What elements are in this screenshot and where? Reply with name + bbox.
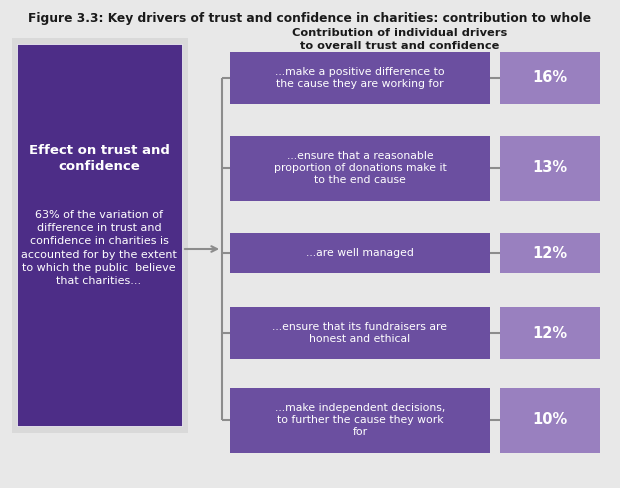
Bar	[500, 387, 600, 452]
Text: ...ensure that a reasonable
proportion of donations make it
to the end cause: ...ensure that a reasonable proportion o…	[273, 151, 446, 185]
Bar	[198, 38, 608, 433]
Text: 12%: 12%	[533, 325, 567, 341]
Text: Effect on trust and
confidence: Effect on trust and confidence	[29, 143, 169, 172]
Bar	[500, 307, 600, 359]
Text: 13%: 13%	[533, 161, 567, 176]
Text: Contribution of individual drivers
to overall trust and confidence: Contribution of individual drivers to ov…	[293, 28, 508, 51]
Text: ...make independent decisions,
to further the cause they work
for: ...make independent decisions, to furthe…	[275, 403, 445, 437]
Bar	[230, 387, 490, 452]
Bar	[500, 233, 600, 273]
Bar	[500, 52, 600, 104]
Text: 10%: 10%	[533, 412, 568, 427]
Text: ...are well managed: ...are well managed	[306, 248, 414, 258]
Text: 12%: 12%	[533, 245, 567, 261]
Bar	[230, 307, 490, 359]
Bar	[230, 233, 490, 273]
Bar	[17, 44, 182, 426]
Bar	[230, 136, 490, 201]
Text: ...ensure that its fundraisers are
honest and ethical: ...ensure that its fundraisers are hones…	[273, 322, 448, 344]
Text: Figure 3.3: Key drivers of trust and confidence in charities: contribution to wh: Figure 3.3: Key drivers of trust and con…	[29, 12, 591, 25]
Text: 16%: 16%	[533, 70, 567, 85]
Bar	[230, 52, 490, 104]
Text: 63% of the variation of
difference in trust and
confidence in charities is
accou: 63% of the variation of difference in tr…	[21, 210, 177, 286]
Bar	[500, 136, 600, 201]
Text: ...make a positive difference to
the cause they are working for: ...make a positive difference to the cau…	[275, 67, 445, 89]
Bar	[12, 38, 188, 433]
